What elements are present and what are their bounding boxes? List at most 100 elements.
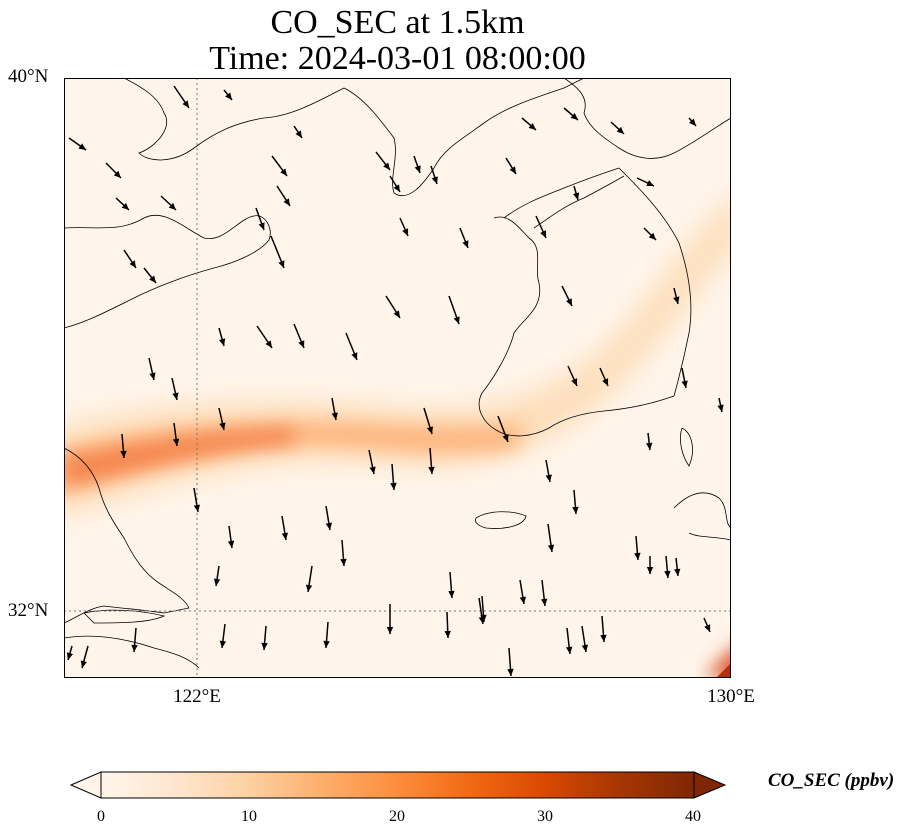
wind-arrow [428, 447, 435, 475]
colorbar-tick-0: 0 [97, 808, 105, 825]
coast-shandong-north [64, 214, 271, 329]
map-plot-area [64, 78, 731, 678]
wind-arrow [599, 367, 609, 387]
map-background [64, 78, 731, 678]
colorbar-gradient [101, 772, 694, 798]
wind-arrow [497, 415, 509, 443]
wind-arrow [271, 155, 288, 177]
wind-arrow [459, 227, 469, 249]
co-field [64, 199, 731, 678]
wind-arrow [664, 555, 671, 579]
wind-arrow [368, 449, 376, 475]
gridlines [64, 78, 731, 678]
wind-arrow [480, 595, 487, 623]
wind-arrow [148, 357, 156, 381]
colorbar-extend-max [693, 771, 726, 799]
wind-arrow [717, 397, 724, 413]
wind-arrow [636, 177, 655, 187]
wind-arrow [172, 422, 180, 447]
coast-korea-east [618, 167, 692, 397]
wind-arrow [193, 487, 201, 513]
lat-tick-label-32: 32°N [8, 600, 49, 621]
wind-arrow [547, 523, 555, 553]
coast-yangtze [83, 609, 166, 624]
map-title-line1: CO_SEC at 1.5km [270, 4, 525, 41]
map-frame [64, 78, 731, 678]
map-title-line2: Time: 2024-03-01 08:00:00 [209, 40, 586, 77]
colorbar-tick-20: 20 [389, 808, 405, 825]
wind-arrow [423, 407, 433, 435]
wind-arrow [610, 121, 625, 135]
wind-arrow [390, 463, 397, 491]
wind-arrow [444, 611, 451, 639]
wind-arrow [270, 235, 285, 269]
wind-arrow [325, 505, 333, 531]
wind-arrow [646, 432, 653, 451]
colorbar-extend-min [70, 771, 102, 799]
colorbar [70, 771, 726, 799]
wind-arrow [545, 459, 552, 483]
coast-china-east [64, 447, 200, 669]
wind-arrow [213, 565, 221, 587]
wind-arrow [643, 227, 657, 241]
coast-bohai [123, 78, 345, 161]
colorbar-outline [100, 771, 695, 799]
wind-arrow [688, 117, 697, 127]
wind-arrow [386, 604, 394, 634]
wind-arrow [600, 615, 607, 643]
wind-arrow [105, 162, 122, 179]
wind-arrow [519, 579, 527, 605]
wind-arrow [566, 627, 573, 655]
colorbar-tick-10: 10 [241, 808, 257, 825]
coast-japan [673, 427, 731, 541]
coast-jeju [475, 511, 527, 529]
wind-arrow [219, 623, 227, 649]
wind-arrow [261, 625, 268, 651]
wind-arrow [681, 367, 688, 389]
coast-korea-west [478, 216, 675, 437]
wind-arrow [413, 155, 421, 174]
wind-arrow [160, 195, 177, 211]
wind-arrow [573, 185, 580, 201]
wind-arrow [634, 535, 641, 561]
wind-arrow [563, 107, 579, 121]
wind-arrow [120, 433, 127, 459]
wind-arrow [227, 525, 235, 549]
wind-arrow [535, 215, 547, 239]
plume-core [64, 428, 294, 486]
colorbar-label: CO_SEC (ppbv) [768, 770, 895, 791]
wind-arrow [218, 327, 226, 347]
wind-arrow [123, 249, 137, 269]
wind-arrow [331, 397, 338, 421]
wind-arrow [115, 197, 130, 211]
wind-arrow [399, 217, 409, 237]
coast-manchuria [563, 78, 731, 159]
wind-arrow [255, 207, 265, 231]
wind-arrow [541, 579, 548, 607]
coast-liaodong [343, 78, 585, 196]
wind-arrow [646, 556, 654, 574]
wind-arrow [223, 89, 233, 101]
wind-arrow [581, 625, 589, 653]
wind-arrow [80, 645, 89, 669]
colorbar-tick-40: 40 [685, 808, 701, 825]
wind-arrow [305, 565, 313, 593]
wind-arrow [430, 165, 438, 185]
wind-arrow [561, 285, 573, 307]
corner-hotspot-core [716, 663, 731, 678]
wind-arrow [572, 489, 579, 515]
wind-arrow [505, 157, 517, 175]
wind-arrow [507, 647, 514, 677]
wind-arrow [171, 377, 179, 401]
wind-arrow [293, 323, 305, 349]
wind-vectors [66, 85, 724, 677]
wind-arrow [293, 125, 303, 139]
wind-arrow [448, 571, 455, 599]
wind-arrow [521, 117, 537, 131]
wind-arrow [345, 332, 358, 361]
wind-arrow [143, 267, 157, 284]
wind-arrow [673, 287, 680, 305]
wind-arrow [375, 151, 391, 171]
wind-arrow [218, 407, 226, 431]
colorbar-tick-30: 30 [537, 808, 553, 825]
